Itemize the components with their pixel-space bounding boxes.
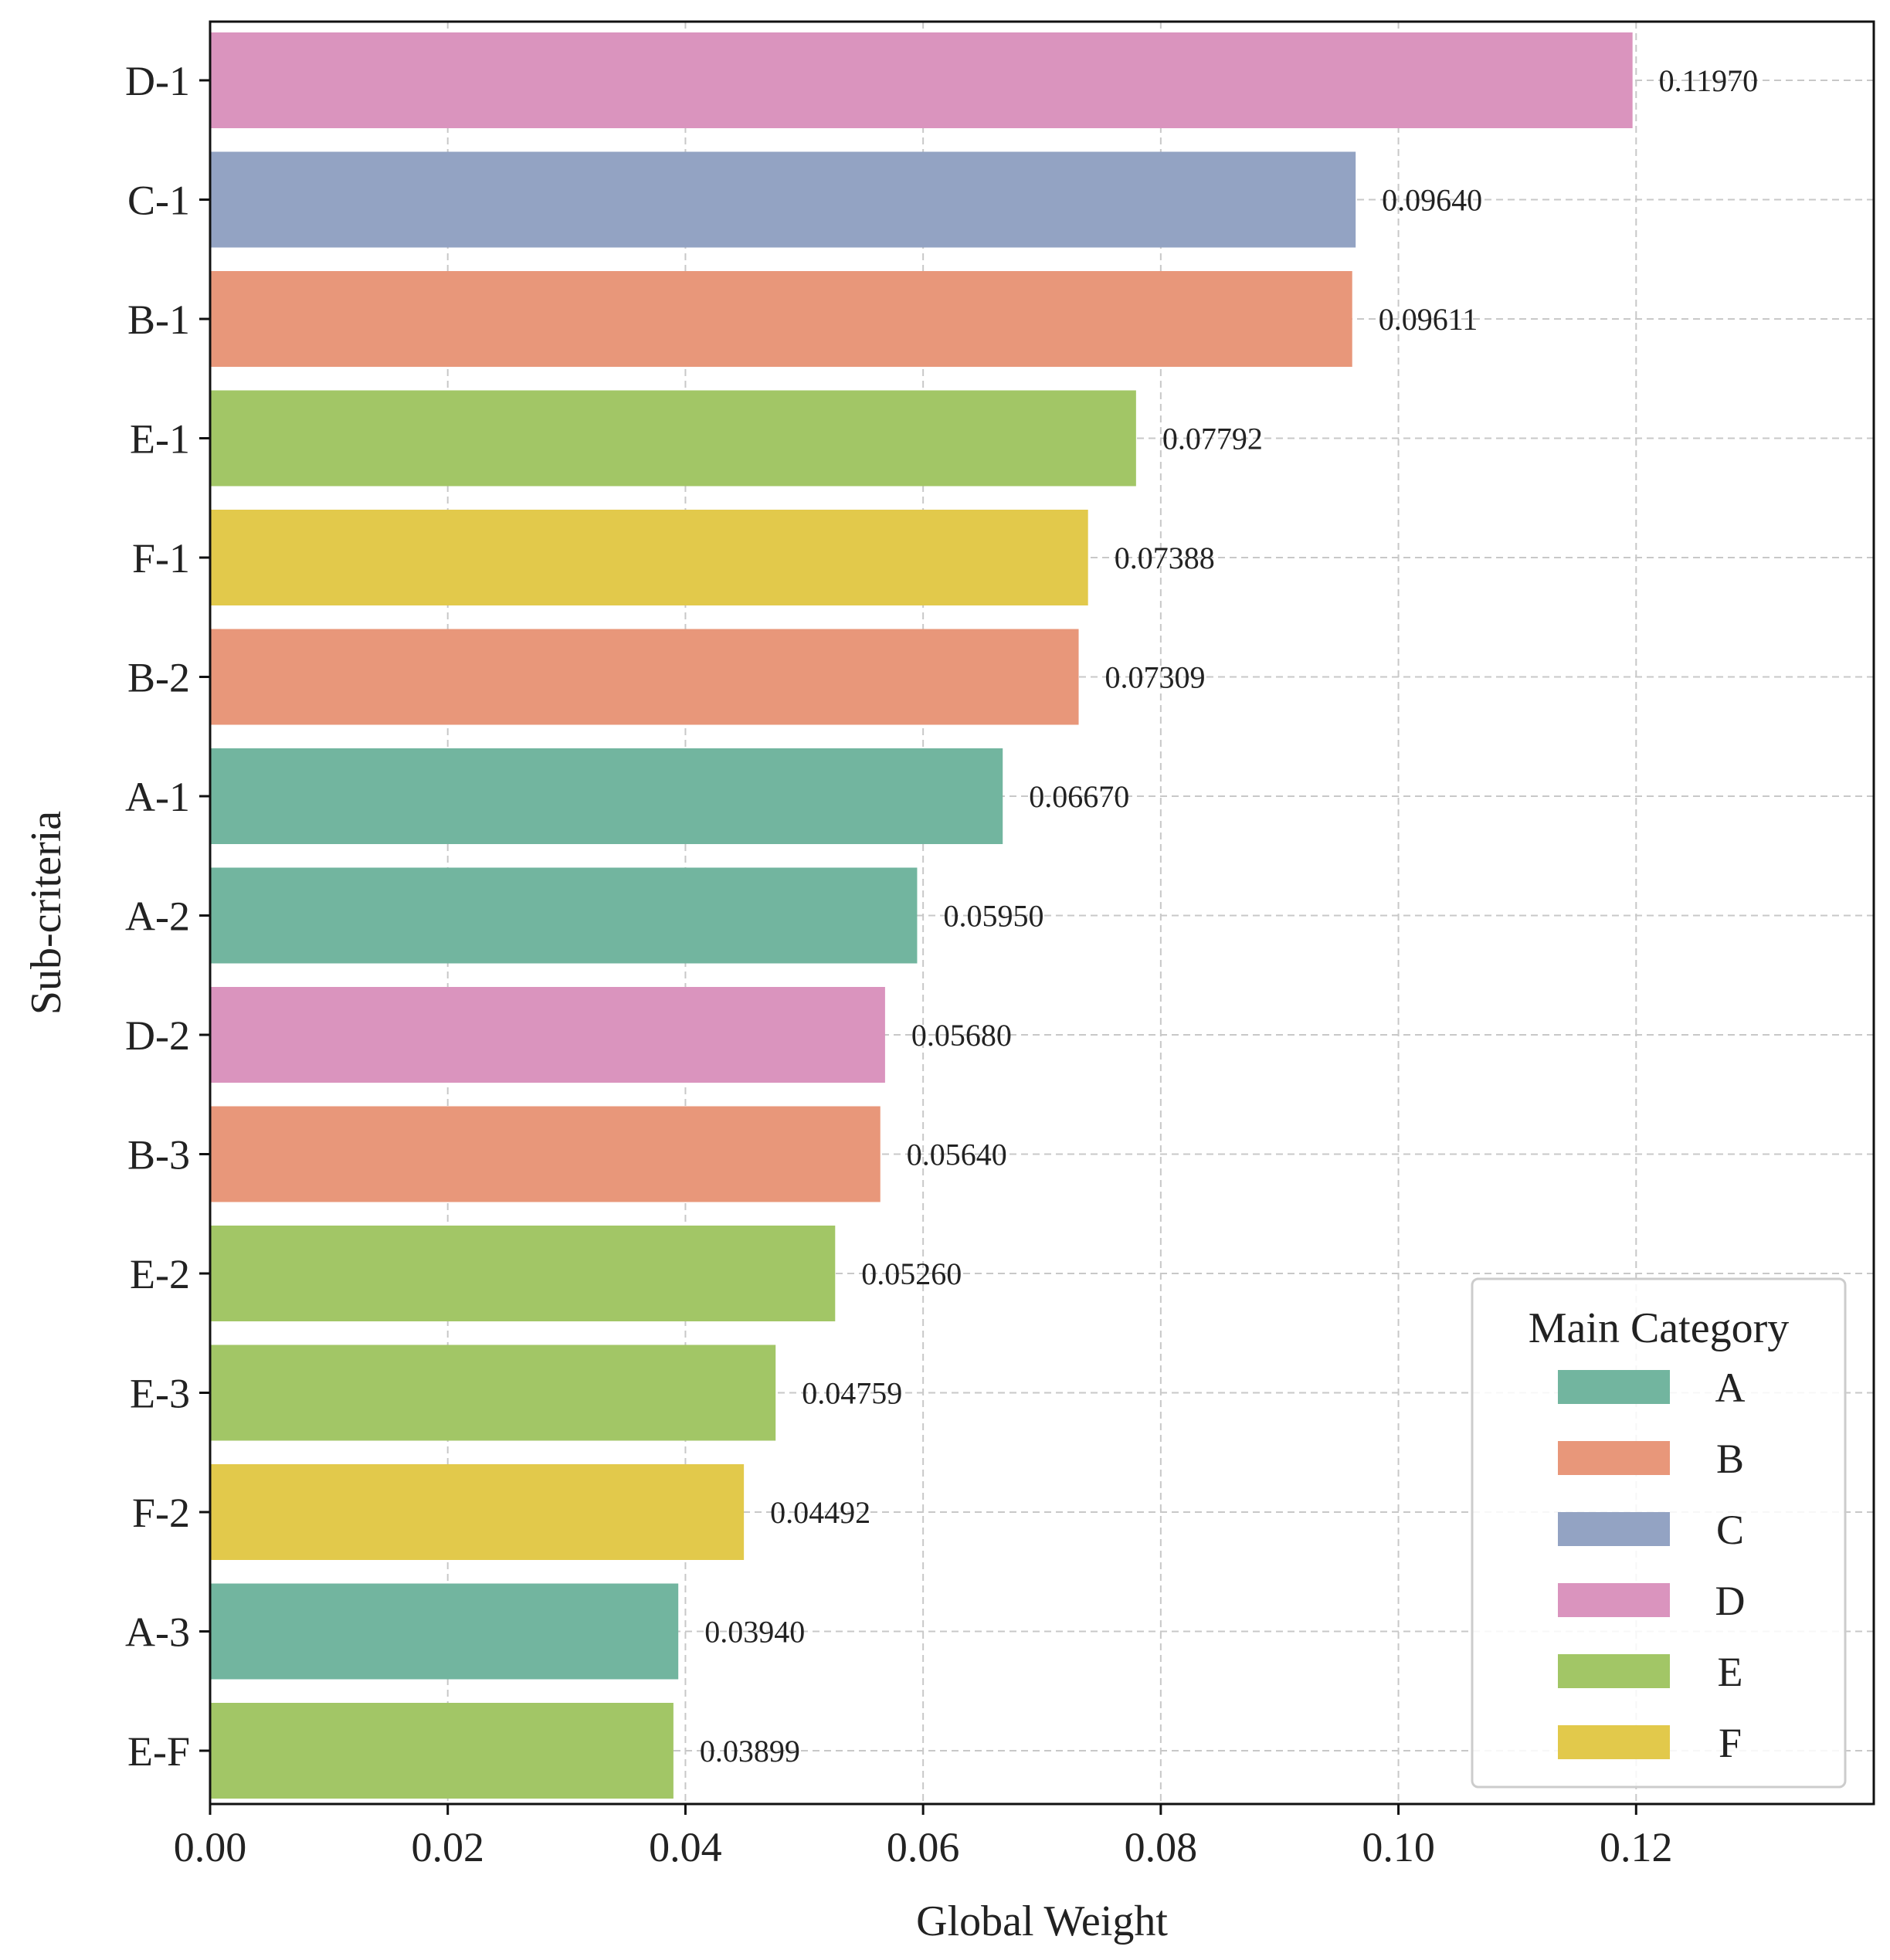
legend-title: Main Category — [1529, 1304, 1789, 1352]
legend-label: F — [1719, 1720, 1742, 1766]
bar-value-label: 0.05260 — [861, 1256, 962, 1291]
bar-value-label: 0.04492 — [770, 1495, 870, 1530]
bar — [210, 1464, 745, 1560]
y-tick-label: E-F — [127, 1728, 190, 1775]
bar — [210, 510, 1088, 605]
x-tick-label: 0.00 — [174, 1824, 247, 1870]
y-tick-label: B-3 — [127, 1132, 190, 1178]
bar — [210, 629, 1079, 725]
legend-swatch — [1558, 1512, 1670, 1546]
bar — [210, 1226, 836, 1321]
x-tick-label: 0.12 — [1600, 1824, 1673, 1870]
legend-label: B — [1716, 1436, 1744, 1482]
x-tick-label: 0.06 — [887, 1824, 960, 1870]
y-tick-label: B-1 — [127, 297, 190, 343]
legend-swatch — [1558, 1654, 1670, 1688]
x-axis-title: Global Weight — [916, 1897, 1168, 1945]
bar — [210, 1703, 674, 1799]
bar-value-label: 0.07388 — [1115, 541, 1215, 575]
y-tick-label: F-2 — [132, 1490, 190, 1536]
y-tick-label: E-3 — [130, 1371, 190, 1417]
bar — [210, 32, 1633, 128]
bar — [210, 151, 1356, 248]
legend-label: C — [1716, 1507, 1744, 1553]
y-tick-label: A-1 — [125, 774, 190, 820]
bar-value-label: 0.07309 — [1105, 660, 1206, 695]
bar — [210, 748, 1003, 844]
bar-value-labels: 0.11970 0.09640 0.09611 0.07792 0.07388 0.073… — [700, 63, 1758, 1768]
y-tick-label: E-1 — [130, 416, 190, 463]
bar — [210, 987, 885, 1083]
legend-label: E — [1718, 1649, 1743, 1695]
bar-value-label: 0.04759 — [802, 1376, 902, 1411]
y-tick-label: A-2 — [125, 894, 190, 940]
bar-value-label: 0.05950 — [943, 899, 1043, 934]
bar-value-label: 0.03899 — [700, 1734, 800, 1768]
plot-frame — [209, 20, 1875, 1806]
bar-value-label: 0.05640 — [907, 1138, 1007, 1172]
bar — [210, 867, 918, 964]
bar-value-label: 0.09640 — [1382, 183, 1482, 218]
y-tick-label: E-2 — [130, 1251, 190, 1297]
legend-swatch — [1558, 1725, 1670, 1759]
legend-swatch — [1558, 1370, 1670, 1404]
y-tick-label: F-1 — [132, 535, 190, 582]
y-axis-title: Sub-criteria — [22, 811, 70, 1015]
y-tick-label: D-2 — [125, 1012, 190, 1059]
x-axis: 0.00 0.02 0.04 0.06 0.08 0.10 0.12 — [174, 1804, 1673, 1870]
bar — [210, 1106, 881, 1202]
legend-label: D — [1715, 1578, 1746, 1624]
x-tick-label: 0.04 — [649, 1824, 722, 1870]
legend-swatch — [1558, 1583, 1670, 1617]
bar-value-label: 0.09611 — [1379, 302, 1478, 337]
bar-value-label: 0.05680 — [911, 1018, 1012, 1053]
bar-value-label: 0.11970 — [1659, 63, 1759, 98]
bar-value-label: 0.06670 — [1029, 779, 1129, 814]
legend-label: A — [1715, 1365, 1746, 1411]
bars — [210, 32, 1633, 1799]
y-tick-label: A-3 — [125, 1609, 190, 1656]
bar — [210, 1345, 776, 1441]
x-tick-label: 0.02 — [411, 1824, 484, 1870]
y-tick-label: C-1 — [127, 178, 190, 224]
bar — [210, 271, 1352, 367]
x-tick-label: 0.10 — [1362, 1824, 1435, 1870]
bar — [210, 390, 1136, 487]
x-tick-label: 0.08 — [1125, 1824, 1198, 1870]
bar — [210, 1583, 679, 1680]
bar-value-label: 0.07792 — [1162, 422, 1263, 456]
legend-swatch — [1558, 1441, 1670, 1475]
y-tick-label: D-1 — [125, 58, 190, 104]
y-tick-label: B-2 — [127, 655, 190, 701]
bar-value-label: 0.03940 — [704, 1615, 805, 1650]
y-axis: D-1 C-1 B-1 E-1 F-1 B-2 A-1 A-2 D-2 B-3 E-2 E-3 F-2 A… — [125, 58, 210, 1775]
